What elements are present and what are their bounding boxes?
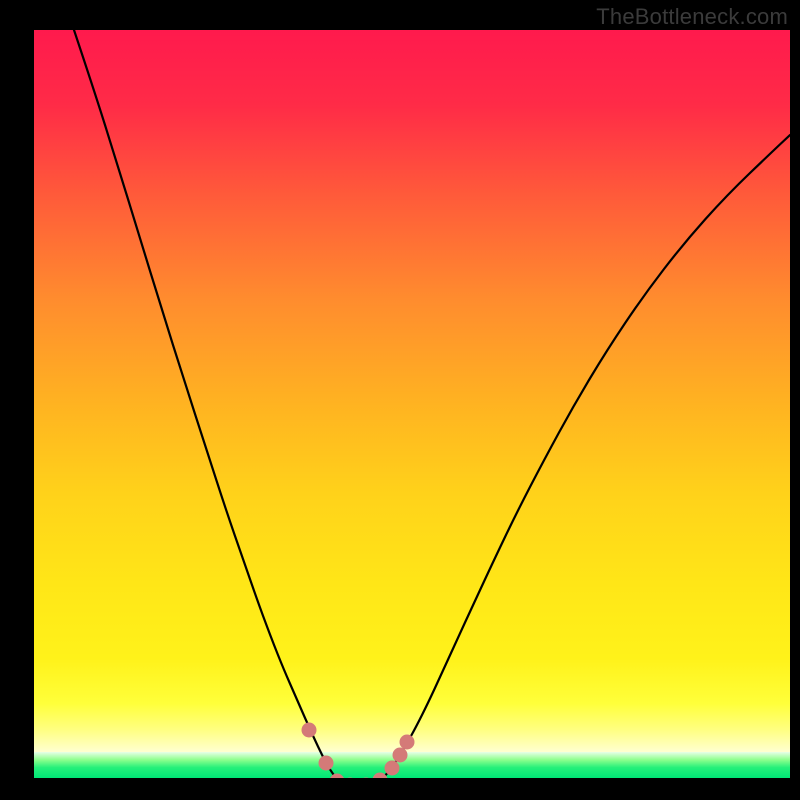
bottleneck-curve: [74, 30, 790, 778]
curve-layer: [34, 30, 790, 778]
plot-area: [34, 30, 790, 778]
frame-right: [790, 0, 800, 800]
curve-marker: [400, 735, 415, 750]
curve-marker: [393, 748, 408, 763]
frame-left: [0, 0, 34, 800]
curve-marker: [302, 723, 317, 738]
frame-bottom: [0, 778, 800, 800]
watermark-text: TheBottleneck.com: [596, 4, 788, 30]
curve-marker: [319, 756, 334, 771]
curve-marker: [385, 761, 400, 776]
